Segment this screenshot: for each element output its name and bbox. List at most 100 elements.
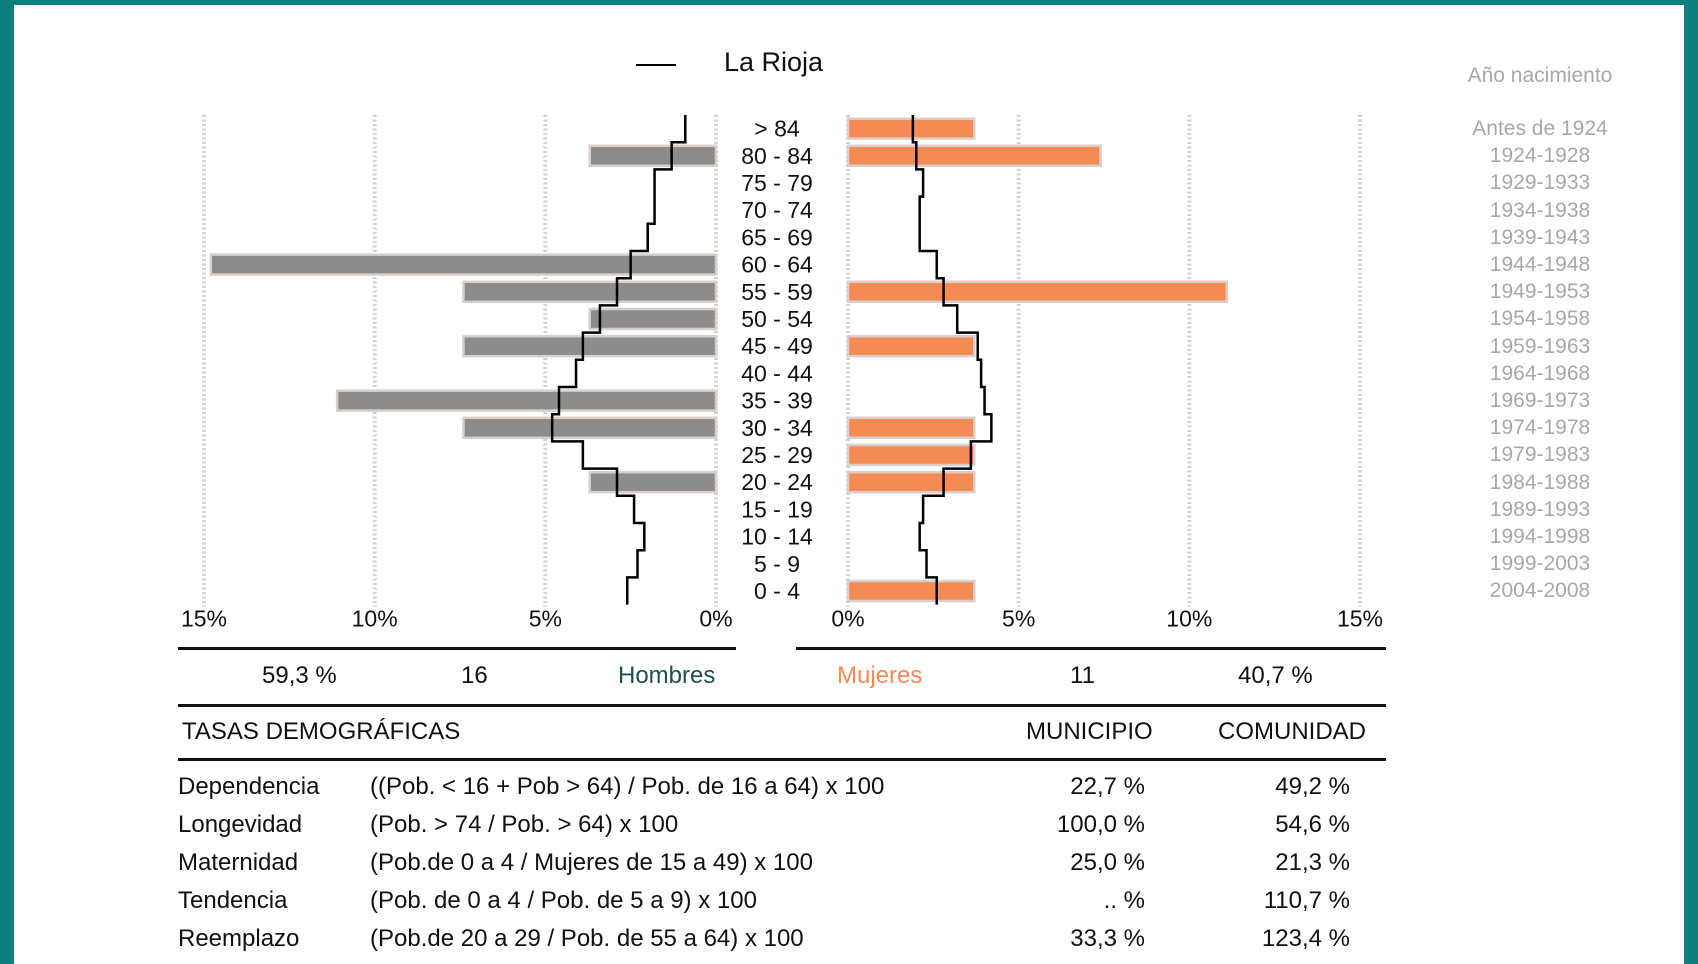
male-count: 16 xyxy=(461,662,488,689)
row-label: Maternidad xyxy=(178,849,299,876)
row-formula: (Pob.de 0 a 4 / Mujeres de 15 a 49) x 10… xyxy=(370,849,813,876)
age-group-label: 35 - 39 xyxy=(741,388,813,414)
female-bar xyxy=(846,416,976,440)
birth-year-range: 1954-1958 xyxy=(1489,307,1591,331)
male-bar xyxy=(588,307,718,331)
birth-year-range: 1994-1998 xyxy=(1489,525,1591,548)
row-comunidad-value: 110,7 % xyxy=(1263,887,1350,914)
row-label: Longevidad xyxy=(178,811,303,838)
age-group-label: 45 - 49 xyxy=(741,333,813,359)
birth-year-range: 1969-1973 xyxy=(1489,389,1591,412)
age-group-label: > 84 xyxy=(754,116,800,142)
birth-year-range: 1974-1978 xyxy=(1489,416,1591,440)
birth-year-range: 1944-1948 xyxy=(1489,253,1591,276)
age-group-label: 70 - 74 xyxy=(741,197,813,223)
age-group-label: 50 - 54 xyxy=(741,306,813,332)
x-tick-label-left: 15% xyxy=(181,606,227,632)
male-bar xyxy=(462,416,718,440)
years-header: Año nacimiento xyxy=(1467,64,1613,87)
birth-year-range: 1989-1993 xyxy=(1489,497,1591,521)
male-bar xyxy=(209,253,718,276)
birth-year-range: 1924-1928 xyxy=(1489,144,1591,168)
x-tick-label-right: 5% xyxy=(1002,606,1035,632)
age-group-label: 10 - 14 xyxy=(741,524,813,550)
age-group-label: 65 - 69 xyxy=(741,224,813,250)
male-bar xyxy=(462,280,718,304)
age-group-label: 30 - 34 xyxy=(741,415,813,441)
grid-layer xyxy=(202,115,1362,607)
age-group-label: 75 - 79 xyxy=(741,170,813,196)
row-formula: (Pob.de 20 a 29 / Pob. de 55 a 64) x 100 xyxy=(370,925,804,952)
row-comunidad-value: 49,2 % xyxy=(1275,773,1350,800)
female-bar xyxy=(846,443,976,467)
age-group-label: 60 - 64 xyxy=(741,252,813,278)
female-bar xyxy=(846,144,1102,168)
summary-rule-left xyxy=(178,647,736,650)
row-label: Tendencia xyxy=(178,887,288,914)
age-group-label: 40 - 44 xyxy=(741,360,813,386)
x-tick-label-right: 10% xyxy=(1166,606,1212,632)
bars-layer xyxy=(209,117,1229,603)
row-municipio-value: 25,0 % xyxy=(1070,849,1145,876)
x-tick-label-right: 15% xyxy=(1337,606,1383,632)
x-tick-label-left: 10% xyxy=(352,606,398,632)
birth-year-range: 1959-1963 xyxy=(1489,334,1591,358)
male-bar xyxy=(588,470,718,494)
female-count: 11 xyxy=(1070,662,1095,689)
age-group-label: 55 - 59 xyxy=(741,279,813,305)
row-comunidad-value: 54,6 % xyxy=(1275,811,1350,838)
birth-year-range: 1984-1988 xyxy=(1489,470,1591,494)
birth-year-range: 1934-1938 xyxy=(1489,198,1591,222)
birth-year-range: 1939-1943 xyxy=(1489,225,1591,249)
row-label: Dependencia xyxy=(178,773,320,800)
birth-year-range: 1929-1933 xyxy=(1489,171,1591,195)
x-tick-label-left: 5% xyxy=(529,606,562,632)
table-top-rule xyxy=(178,704,1386,707)
female-bar xyxy=(846,334,976,358)
birth-year-range: 1999-2003 xyxy=(1489,552,1591,576)
row-municipio-value: 22,7 % xyxy=(1070,773,1145,800)
legend: La Rioja xyxy=(636,47,824,77)
male-label: Hombres xyxy=(618,662,716,689)
region-line-female xyxy=(911,115,993,605)
age-group-label: 80 - 84 xyxy=(741,143,813,169)
col-comunidad-header: COMUNIDAD xyxy=(1218,718,1366,745)
row-label: Reemplazo xyxy=(178,925,300,952)
age-group-label: 5 - 9 xyxy=(754,551,800,577)
female-bar xyxy=(846,117,976,140)
age-group-label: 20 - 24 xyxy=(741,469,813,495)
age-group-label: 15 - 19 xyxy=(741,496,813,522)
x-tick-label-right: 0% xyxy=(831,606,864,632)
row-municipio-value: 100,0 % xyxy=(1056,811,1145,838)
age-group-label: 25 - 29 xyxy=(741,442,813,468)
birth-year-range: 1979-1983 xyxy=(1489,443,1591,467)
row-comunidad-value: 21,3 % xyxy=(1275,849,1350,876)
male-bar xyxy=(462,334,718,358)
x-tick-label-left: 0% xyxy=(699,606,732,632)
male-percentage: 59,3 % xyxy=(262,662,337,689)
region-line-layer xyxy=(550,115,993,605)
male-bar xyxy=(588,144,718,168)
row-comunidad-value: 123,4 % xyxy=(1261,925,1350,952)
female-bar xyxy=(846,280,1229,304)
birth-year-range: Antes de 1924 xyxy=(1472,117,1608,140)
female-percentage: 40,7 % xyxy=(1238,662,1313,689)
legend-label: La Rioja xyxy=(724,47,824,77)
row-formula: (Pob. > 74 / Pob. > 64) x 100 xyxy=(370,811,679,838)
row-municipio-value: 33,3 % xyxy=(1070,925,1145,952)
birth-year-range: 1949-1953 xyxy=(1489,280,1591,304)
birth-year-range: 2004-2008 xyxy=(1489,579,1591,603)
female-bar xyxy=(846,470,976,494)
summary-rule-right xyxy=(796,647,1386,650)
row-formula: (Pob. de 0 a 4 / Pob. de 5 a 9) x 100 xyxy=(370,887,757,914)
table-header-rule xyxy=(178,758,1386,761)
region-line-male xyxy=(550,115,687,605)
male-bar xyxy=(335,389,718,412)
row-municipio-value: .. % xyxy=(1103,887,1145,914)
birth-year-range: 1964-1968 xyxy=(1489,361,1591,385)
female-label: Mujeres xyxy=(837,662,923,689)
col-municipio-header: MUNICIPIO xyxy=(1026,718,1153,745)
